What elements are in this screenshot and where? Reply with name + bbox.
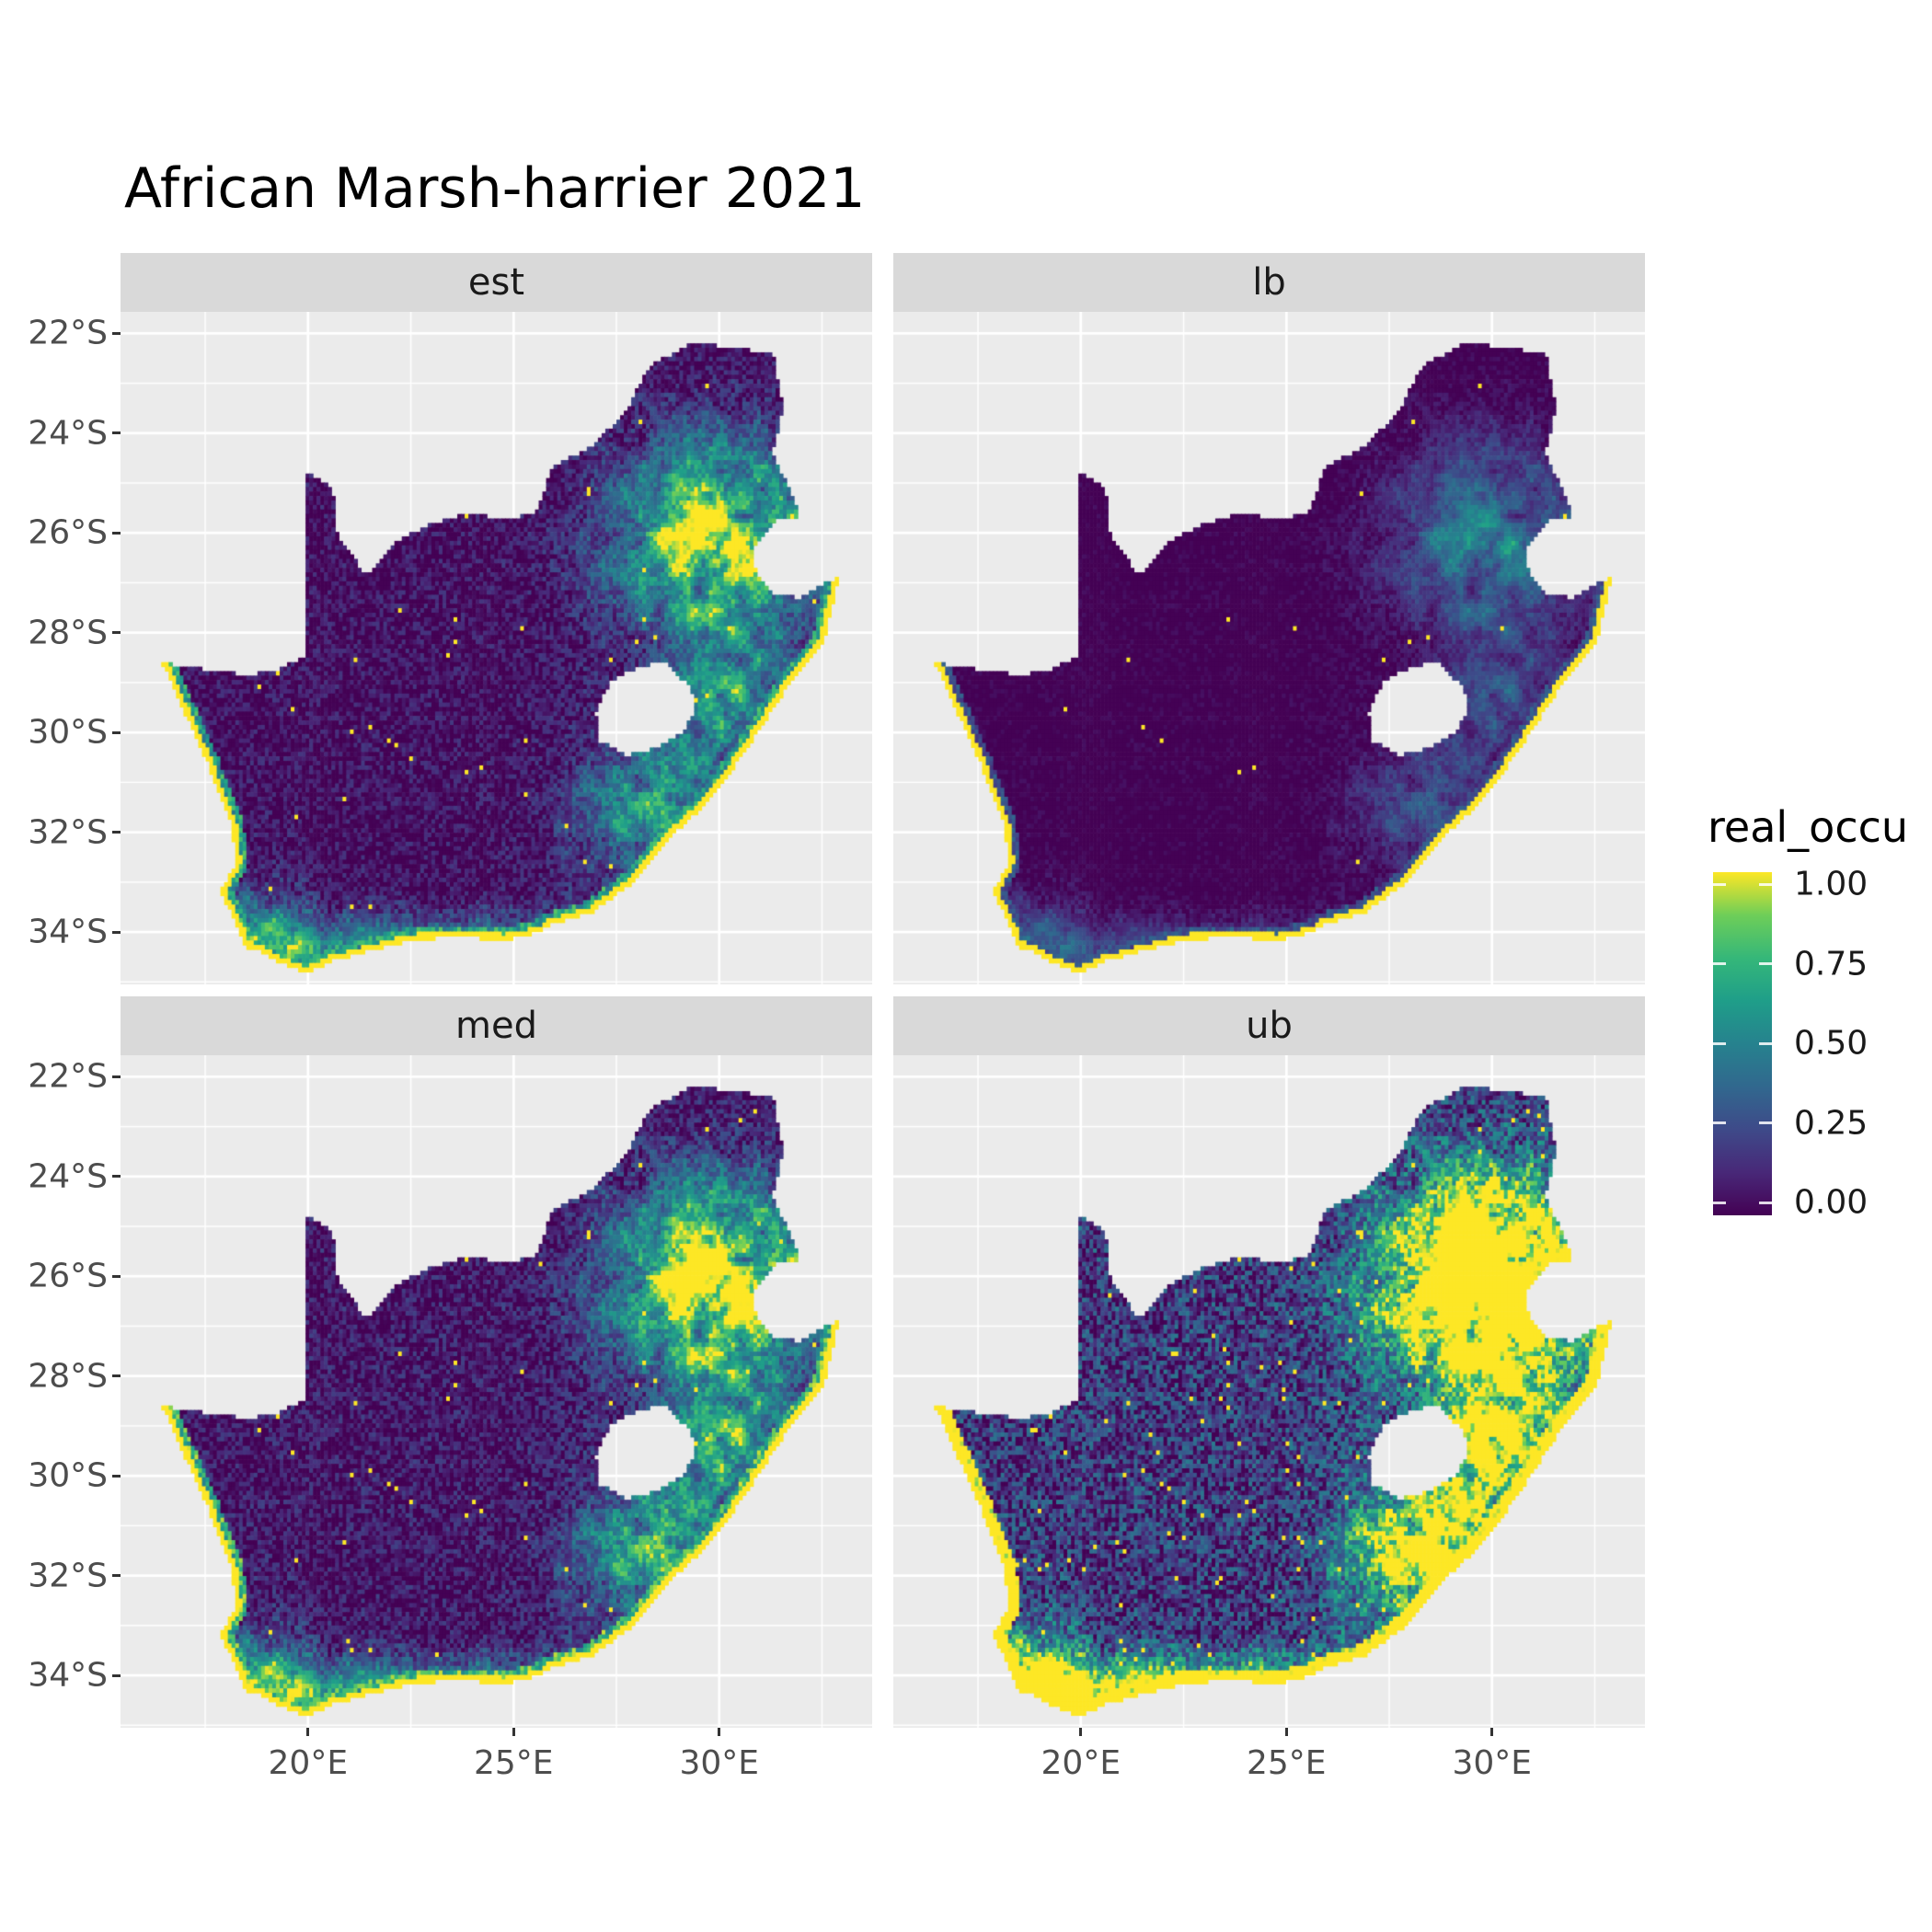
facet-med: med — [121, 996, 872, 1728]
legend-colorbar-tick — [1713, 1201, 1726, 1204]
x-axis-tick-mark — [512, 1728, 515, 1736]
y-axis-tick-label: 22°S — [28, 1057, 108, 1096]
y-axis-tick-label: 30°S — [28, 713, 108, 752]
legend-colorbar-tick — [1759, 882, 1772, 886]
x-axis-tick-label: 25°E — [473, 1744, 554, 1782]
legend-colorbar-tick — [1713, 882, 1726, 886]
facet-strip-label: est — [121, 253, 872, 312]
y-axis-tick-label: 22°S — [28, 314, 108, 352]
x-axis-tick-label: 30°E — [679, 1744, 760, 1782]
y-axis-tick-mark — [112, 730, 121, 734]
legend-tick-label: 0.00 — [1794, 1183, 1869, 1222]
facet-panel-canvas — [121, 1055, 872, 1728]
x-axis-tick-mark — [1079, 1728, 1083, 1736]
y-axis-tick-label: 24°S — [28, 414, 108, 453]
y-axis-tick-mark — [112, 1673, 121, 1677]
x-axis-tick-mark — [1490, 1728, 1494, 1736]
y-axis-tick-label: 34°S — [28, 913, 108, 951]
x-axis-tick-mark — [306, 1728, 310, 1736]
x-axis-tick-label: 20°E — [1041, 1744, 1121, 1782]
y-axis-tick-mark — [112, 1274, 121, 1278]
facet-lb: lb — [893, 253, 1645, 984]
y-axis-tick-label: 34°S — [28, 1656, 108, 1695]
legend-colorbar-tick — [1759, 1201, 1772, 1204]
facet-strip-label: ub — [893, 996, 1645, 1055]
y-axis-tick-label: 32°S — [28, 1557, 108, 1595]
y-axis-tick-label: 28°S — [28, 1357, 108, 1396]
legend-colorbar-tick — [1759, 1121, 1772, 1124]
y-axis-tick-mark — [112, 331, 121, 335]
y-axis-tick-label: 28°S — [28, 614, 108, 652]
facet-strip-label: lb — [893, 253, 1645, 312]
y-axis-tick-mark — [112, 831, 121, 834]
y-axis-tick-label: 32°S — [28, 813, 108, 852]
y-axis-tick-mark — [112, 1175, 121, 1179]
x-axis-tick-label: 25°E — [1246, 1744, 1327, 1782]
legend-tick-label: 0.75 — [1794, 945, 1869, 983]
legend-tick-label: 1.00 — [1794, 865, 1869, 903]
legend-tick-label: 0.25 — [1794, 1104, 1869, 1142]
legend-title: real_occu — [1708, 802, 1909, 852]
x-axis-tick-label: 30°E — [1452, 1744, 1533, 1782]
y-axis-tick-mark — [112, 631, 121, 635]
x-axis-tick-mark — [1284, 1728, 1288, 1736]
legend-colorbar-tick — [1713, 1041, 1726, 1045]
y-axis-tick-mark — [112, 1474, 121, 1478]
y-axis-tick-label: 26°S — [28, 1257, 108, 1295]
facet-ub: ub — [893, 996, 1645, 1728]
y-axis-tick-mark — [112, 1075, 121, 1078]
y-axis-tick-label: 26°S — [28, 513, 108, 552]
x-axis-tick-mark — [718, 1728, 721, 1736]
y-axis-tick-mark — [112, 1374, 121, 1378]
y-axis-tick-label: 24°S — [28, 1157, 108, 1196]
x-axis-tick-label: 20°E — [268, 1744, 349, 1782]
y-axis-tick-mark — [112, 1574, 121, 1578]
y-axis-tick-label: 30°S — [28, 1456, 108, 1495]
plot-title: African Marsh-harrier 2021 — [124, 156, 866, 221]
legend-tick-label: 0.50 — [1794, 1024, 1869, 1063]
facet-est: est — [121, 253, 872, 984]
facet-strip-label: med — [121, 996, 872, 1055]
legend-colorbar-tick — [1713, 962, 1726, 965]
facet-panel-canvas — [893, 1055, 1645, 1728]
facet-panel-canvas — [893, 312, 1645, 984]
facet-panel-canvas — [121, 312, 872, 984]
y-axis-tick-mark — [112, 531, 121, 535]
legend-colorbar-tick — [1759, 962, 1772, 965]
legend-colorbar-tick — [1713, 1121, 1726, 1124]
y-axis-tick-mark — [112, 431, 121, 435]
y-axis-tick-mark — [112, 930, 121, 934]
legend-colorbar-tick — [1759, 1041, 1772, 1045]
